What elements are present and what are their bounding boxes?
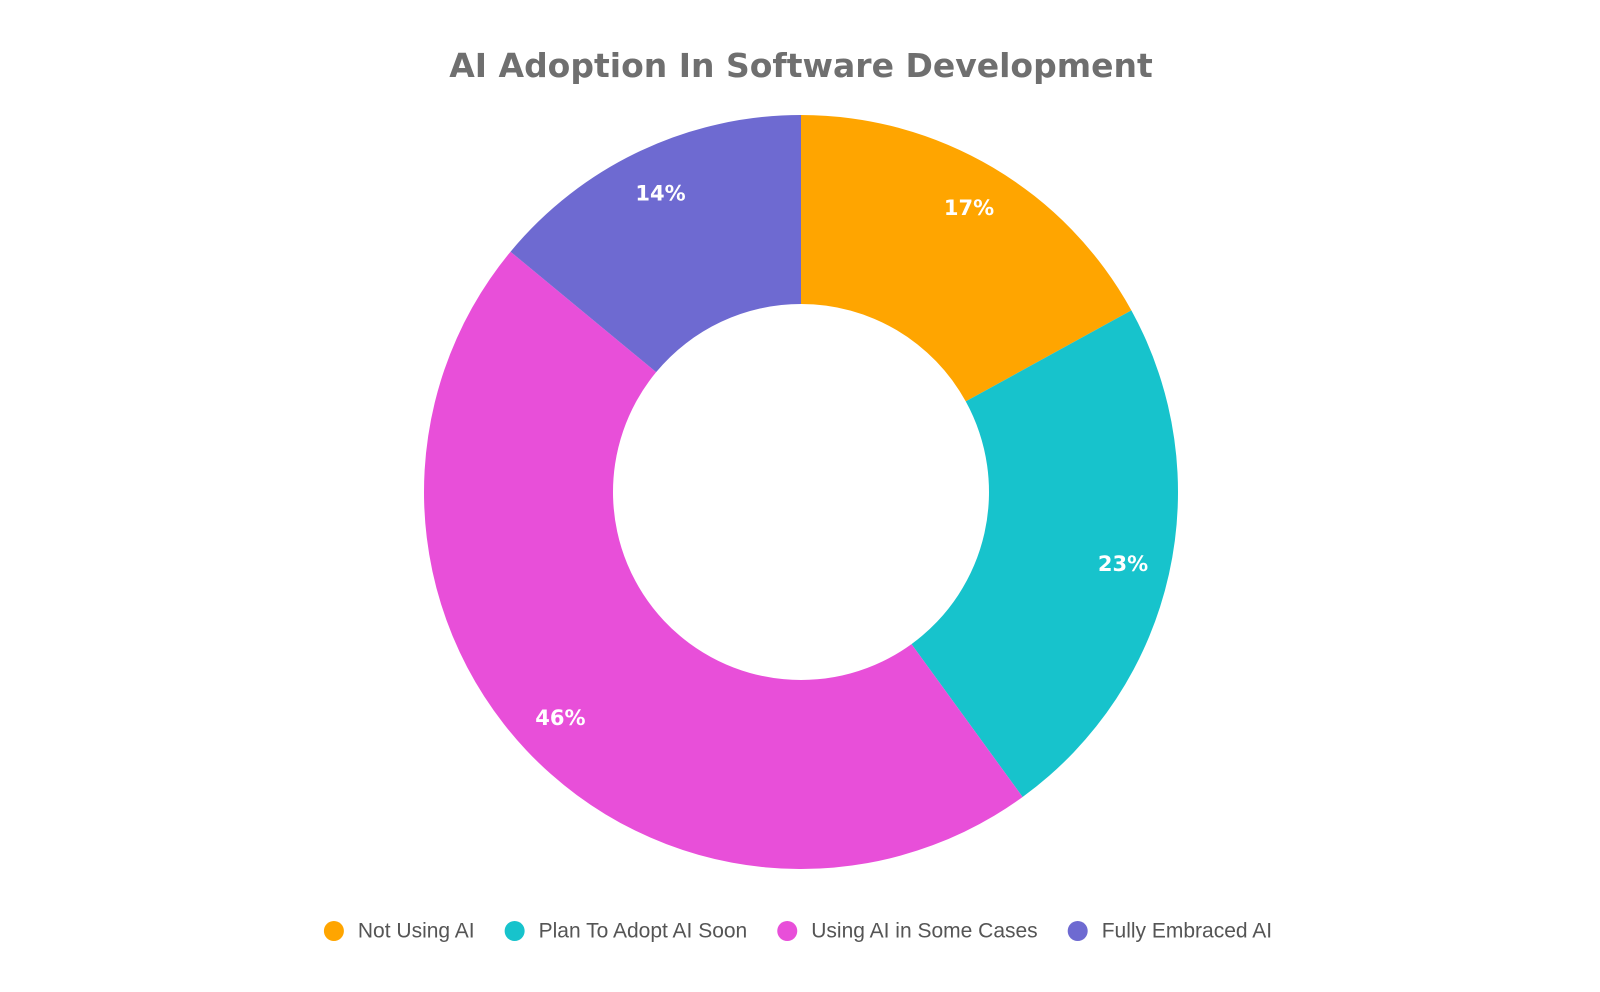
legend-item-plan-to-adopt-ai-soon[interactable]: Plan To Adopt AI Soon <box>504 920 748 943</box>
legend-marker-using-ai-in-some-cases <box>777 921 798 941</box>
legend-label-fully-embraced-ai: Fully Embraced AI <box>1102 920 1272 943</box>
slice-label-plan-to-adopt-ai-soon: 23% <box>1098 552 1148 576</box>
legend-label-not-using-ai: Not Using AI <box>358 920 475 943</box>
slice-using-ai-in-some-cases <box>424 251 1023 869</box>
chart-legend: Not Using AI Plan To Adopt AI Soon Using A… <box>323 920 1272 943</box>
slice-fully-embraced-ai <box>510 115 801 373</box>
donut-slice-labels: 17% 23% 46% 14% <box>535 181 1148 729</box>
legend-marker-plan-to-adopt-ai-soon <box>504 921 525 941</box>
chart-title: AI Adoption In Software Development <box>449 46 1153 85</box>
slice-not-using-ai <box>801 115 1132 402</box>
legend-marker-not-using-ai <box>323 921 344 941</box>
legend-item-fully-embraced-ai[interactable]: Fully Embraced AI <box>1067 920 1272 943</box>
legend-marker-fully-embraced-ai <box>1067 921 1088 941</box>
legend-item-using-ai-in-some-cases[interactable]: Using AI in Some Cases <box>777 920 1038 943</box>
slice-label-not-using-ai: 17% <box>944 196 994 220</box>
legend-item-not-using-ai[interactable]: Not Using AI <box>323 920 475 943</box>
donut-slices <box>424 115 1178 869</box>
slice-label-using-ai-in-some-cases: 46% <box>535 706 585 730</box>
legend-label-using-ai-in-some-cases: Using AI in Some Cases <box>811 920 1037 943</box>
slice-plan-to-adopt-ai-soon <box>911 310 1178 797</box>
legend-label-plan-to-adopt-ai-soon: Plan To Adopt AI Soon <box>539 920 748 943</box>
slice-label-fully-embraced-ai: 14% <box>635 181 685 205</box>
